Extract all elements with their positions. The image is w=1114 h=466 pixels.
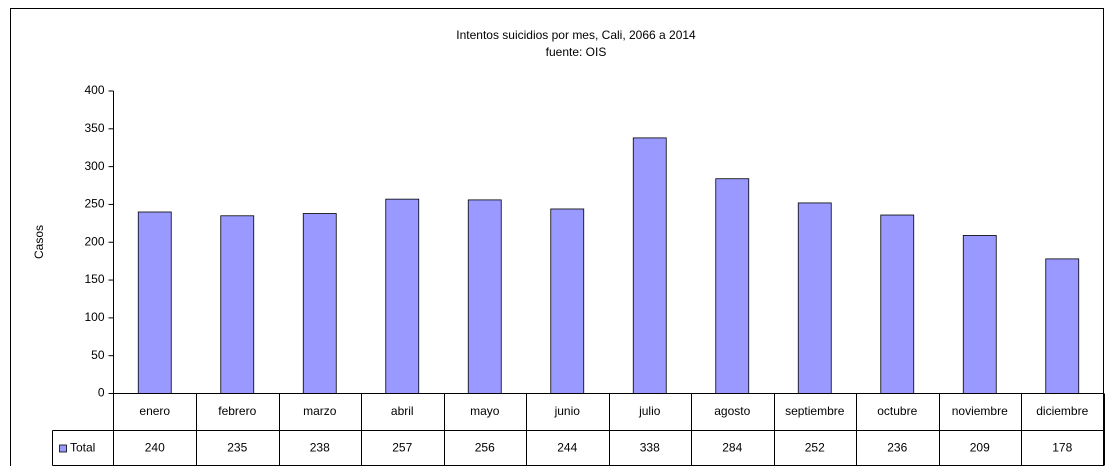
- data-table-value: 257: [392, 441, 412, 455]
- x-tick-label: noviembre: [952, 404, 1008, 418]
- x-tick-label: abril: [391, 404, 414, 418]
- bar: [880, 214, 915, 394]
- y-tick-label: 250: [84, 197, 104, 211]
- data-table-value: 256: [475, 441, 495, 455]
- bar: [385, 198, 420, 394]
- x-tick-label: agosto: [714, 404, 750, 418]
- y-tick-label: 400: [84, 83, 104, 97]
- legend-label: Total: [70, 441, 95, 455]
- x-tick-label: mayo: [470, 404, 500, 418]
- y-tick-label: 200: [84, 234, 104, 248]
- x-tick-label: octubre: [877, 404, 917, 418]
- x-tick-label: marzo: [303, 404, 337, 418]
- data-table-value: 236: [887, 441, 907, 455]
- bar: [715, 178, 750, 394]
- y-tick-label: 350: [84, 121, 104, 135]
- data-table-value: 235: [227, 441, 247, 455]
- data-table-value: 240: [145, 441, 165, 455]
- bar: [137, 211, 172, 394]
- chart-title: Intentos suicidios por mes, Cali, 2066 a…: [456, 28, 696, 42]
- bar: [962, 235, 997, 394]
- bar: [797, 202, 832, 394]
- bar: [302, 213, 337, 394]
- data-table-value: 244: [557, 441, 577, 455]
- bar: [467, 199, 502, 394]
- bar: [220, 215, 255, 394]
- x-tick-label: diciembre: [1036, 404, 1088, 418]
- y-tick-label: 50: [91, 348, 105, 362]
- data-table-value: 238: [310, 441, 330, 455]
- data-table-value: 209: [970, 441, 990, 455]
- x-tick-label: julio: [638, 404, 661, 418]
- x-tick-label: junio: [554, 404, 581, 418]
- x-tick-label: febrero: [218, 404, 256, 418]
- y-tick-label: 150: [84, 272, 104, 286]
- bar: [550, 208, 585, 394]
- x-tick-label: septiembre: [785, 404, 845, 418]
- data-table-value: 178: [1052, 441, 1072, 455]
- bar: [632, 137, 667, 394]
- y-tick-label: 0: [98, 386, 105, 400]
- legend-key: [59, 444, 67, 453]
- data-table-value: 284: [722, 441, 742, 455]
- data-table-value: 252: [805, 441, 825, 455]
- x-tick-label: enero: [139, 404, 170, 418]
- y-tick-label: 300: [84, 159, 104, 173]
- y-tick-label: 100: [84, 310, 104, 324]
- data-table-value: 338: [640, 441, 660, 455]
- bar: [1045, 258, 1080, 394]
- y-axis-label: Casos: [32, 225, 46, 259]
- chart-subtitle: fuente: OIS: [546, 45, 607, 59]
